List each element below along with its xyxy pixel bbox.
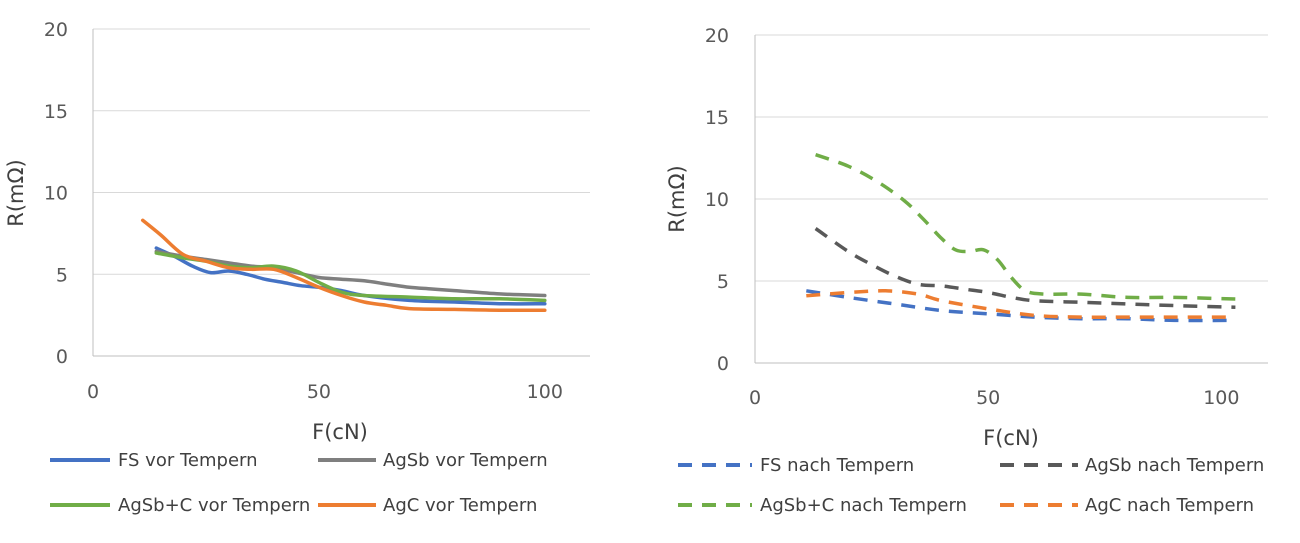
- y-tick-label: 20: [705, 25, 729, 47]
- y-tick-label: 10: [705, 189, 729, 211]
- legend-item: FS nach Tempern: [678, 455, 914, 476]
- legend-label: AgC vor Tempern: [383, 495, 537, 516]
- series-line-agc-vor-tempern: [140, 218, 547, 313]
- series-line-agsb-nach-tempern: [814, 227, 1236, 309]
- legend-label: AgSb+C vor Tempern: [118, 495, 310, 516]
- y-tick-label: 0: [717, 353, 729, 375]
- chart-right: 0 5 10 15 20 0 50 100 F(cN) R(mΩ) FS nach Tempern A…: [665, 25, 1268, 516]
- series-line-agsb-vor-tempern: [154, 249, 547, 298]
- legend-label: AgSb+C nach Tempern: [760, 495, 967, 516]
- legend-item: AgC vor Tempern: [318, 495, 537, 516]
- legend-label: FS nach Tempern: [760, 455, 914, 476]
- x-tick-label: 0: [749, 387, 761, 409]
- x-tick-label: 50: [307, 381, 331, 403]
- y-tick-label: 5: [717, 271, 729, 293]
- legend-label: AgSb nach Tempern: [1085, 455, 1264, 476]
- x-tick-label: 0: [87, 381, 99, 403]
- y-tick-label: 10: [44, 183, 68, 205]
- x-axis-title: F(cN): [312, 420, 368, 444]
- x-axis-title: F(cN): [983, 426, 1039, 450]
- y-tick-label: 5: [56, 264, 68, 286]
- y-axis-title: R(mΩ): [4, 159, 28, 226]
- legend-label: FS vor Tempern: [118, 450, 258, 471]
- y-axis-title: R(mΩ): [665, 165, 689, 232]
- x-tick-label: 50: [976, 387, 1000, 409]
- legend-label: AgSb vor Tempern: [383, 450, 548, 471]
- y-tick-label: 0: [56, 346, 68, 368]
- chart-left: 0 5 10 15 20 0 50 100 F(cN) R(mΩ) FS vor Tempern Ag…: [4, 19, 590, 516]
- legend-item: AgSb+C nach Tempern: [678, 495, 967, 516]
- series-line-fs-vor-tempern: [154, 246, 547, 306]
- legend-item: FS vor Tempern: [50, 450, 258, 471]
- legend-item: AgC nach Tempern: [1000, 495, 1254, 516]
- x-tick-label: 100: [1203, 387, 1239, 409]
- y-tick-label: 15: [44, 101, 68, 123]
- legend-item: AgSb nach Tempern: [1000, 455, 1264, 476]
- series-line-fs-nach-tempern: [806, 289, 1236, 323]
- series-line-agsb-c-nach-tempern: [815, 153, 1236, 301]
- y-tick-label: 15: [705, 107, 729, 129]
- legend-label: AgC nach Tempern: [1085, 495, 1254, 516]
- legend-item: AgSb+C vor Tempern: [50, 495, 310, 516]
- x-tick-label: 100: [527, 381, 563, 403]
- legend-item: AgSb vor Tempern: [318, 450, 548, 471]
- y-tick-label: 20: [44, 19, 68, 41]
- series-line-agc-nach-tempern: [806, 289, 1236, 319]
